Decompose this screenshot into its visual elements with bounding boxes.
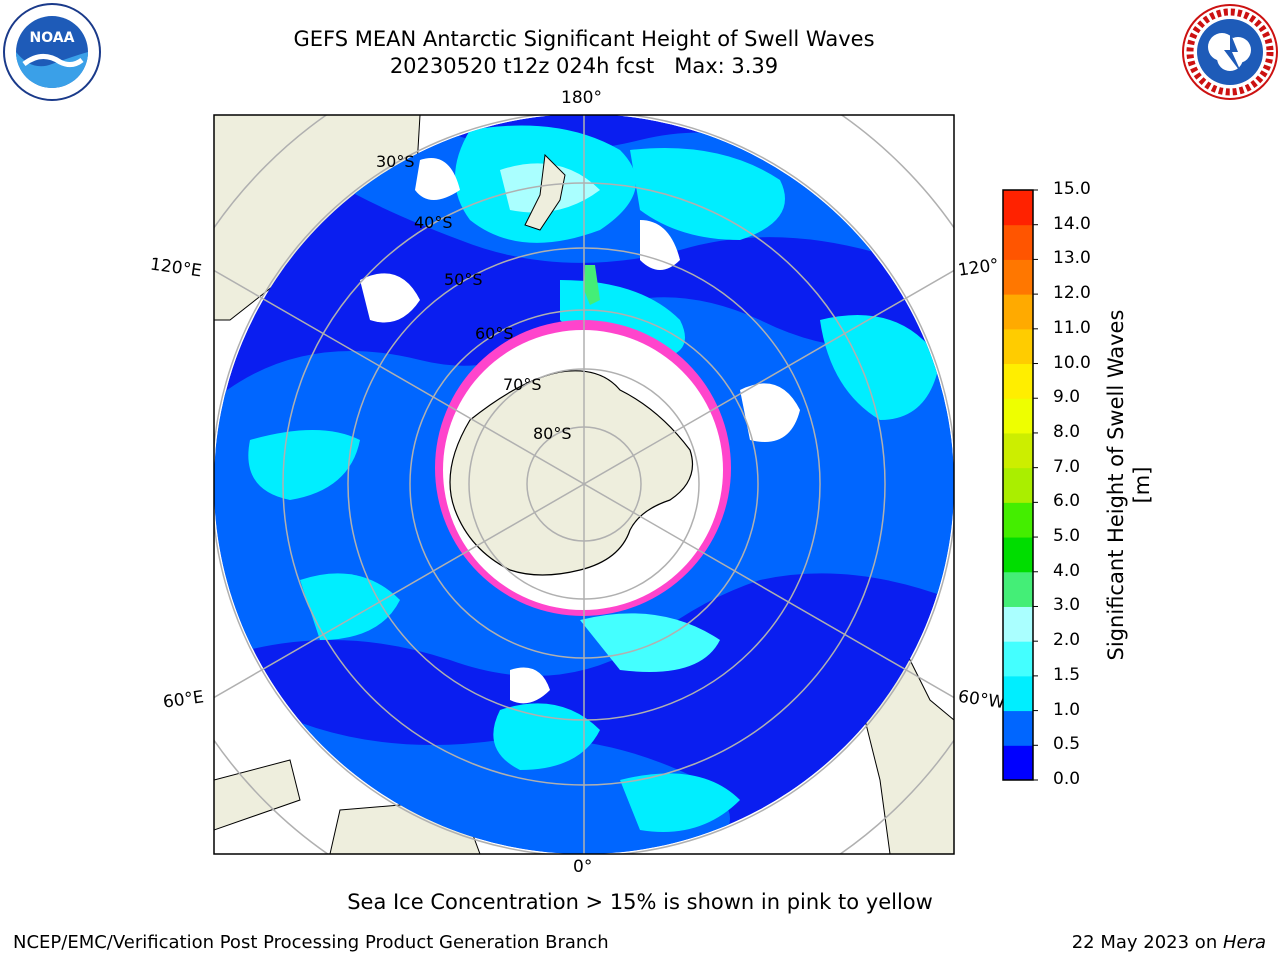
colorbar-tick-label: 13.0 (1053, 248, 1091, 269)
colorbar-bin (1003, 467, 1033, 503)
colorbar-bin (1003, 432, 1033, 469)
colorbar-bin (1003, 294, 1033, 330)
colorbar-bin (1003, 224, 1033, 260)
colorbar-tick-label: 1.0 (1053, 699, 1081, 720)
colorbar-bin (1003, 502, 1033, 538)
colorbar-tick-label: 0.0 (1053, 769, 1081, 789)
lon-label-180: 180° (561, 88, 602, 108)
colorbar-bin (1003, 363, 1033, 399)
lat-label-70s: 70°S (503, 375, 542, 394)
colorbar-bin (1003, 190, 1033, 226)
colorbar-bin (1003, 710, 1033, 746)
colorbar-bin (1003, 537, 1033, 573)
credit-line: NCEP/EMC/Verification Post Processing Pr… (13, 932, 609, 953)
colorbar-tick-label: 14.0 (1053, 213, 1091, 234)
noaa-text: NOAA (30, 30, 75, 46)
colorbar-bin (1003, 606, 1033, 642)
map-title: GEFS MEAN Antarctic Significant Height o… (293, 27, 875, 51)
colorbar-bin (1003, 745, 1033, 781)
colorbar-tick-label: 11.0 (1053, 317, 1091, 338)
nws-logo (1182, 4, 1278, 100)
colorbar-bin (1003, 398, 1033, 434)
lat-label-50s: 50°S (444, 270, 483, 289)
colorbar-tick-label: 15.0 (1053, 179, 1091, 199)
colorbar-bin (1003, 675, 1033, 712)
lon-label-0: 0° (573, 857, 593, 877)
colorbar-frame (1002, 189, 1034, 781)
lat-label-30s: 30°S (376, 152, 415, 171)
colorbar-tick-label: 6.0 (1053, 491, 1081, 512)
colorbar-tick-label: 4.0 (1053, 560, 1081, 581)
lat-label-80s: 80°S (533, 424, 572, 443)
date-text: 22 May 2023 on (1071, 932, 1223, 953)
colorbar-tick-label: 10.0 (1053, 352, 1091, 373)
colorbar-bin (1003, 259, 1033, 295)
colorbar-tick-label: 7.0 (1053, 456, 1081, 477)
map-subtitle: 20230520 t12z 024h fcst Max: 3.39 (389, 54, 779, 78)
colorbar-tick-label: 5.0 (1053, 526, 1081, 547)
colorbar-bin (1003, 328, 1033, 365)
host-name: Hera (1222, 932, 1266, 953)
colorbar-bin (1003, 641, 1033, 677)
noaa-logo: NOAA (3, 3, 101, 101)
map-frame (213, 114, 955, 855)
colorbar-tick-label: 9.0 (1053, 387, 1081, 408)
colorbar-tick-label: 0.5 (1053, 734, 1081, 755)
date-line: 22 May 2023 on Hera (1072, 932, 1266, 953)
colorbar-tick-label: 8.0 (1053, 421, 1081, 442)
colorbar-tick-label: 2.0 (1053, 630, 1081, 651)
colorbar-tick-label: 1.5 (1053, 664, 1081, 685)
colorbar-tick-label: 12.0 (1053, 283, 1091, 304)
lat-label-40s: 40°S (414, 213, 453, 232)
sea-ice-note: Sea Ice Concentration > 15% is shown in … (347, 890, 933, 914)
graticule (214, 115, 954, 854)
colorbar-bin (1003, 571, 1033, 607)
colorbar-label: Significant Height of Swell Waves [m] (1104, 309, 1154, 661)
colorbar-tick-label: 3.0 (1053, 595, 1081, 616)
lat-label-60s: 60°S (475, 324, 514, 343)
